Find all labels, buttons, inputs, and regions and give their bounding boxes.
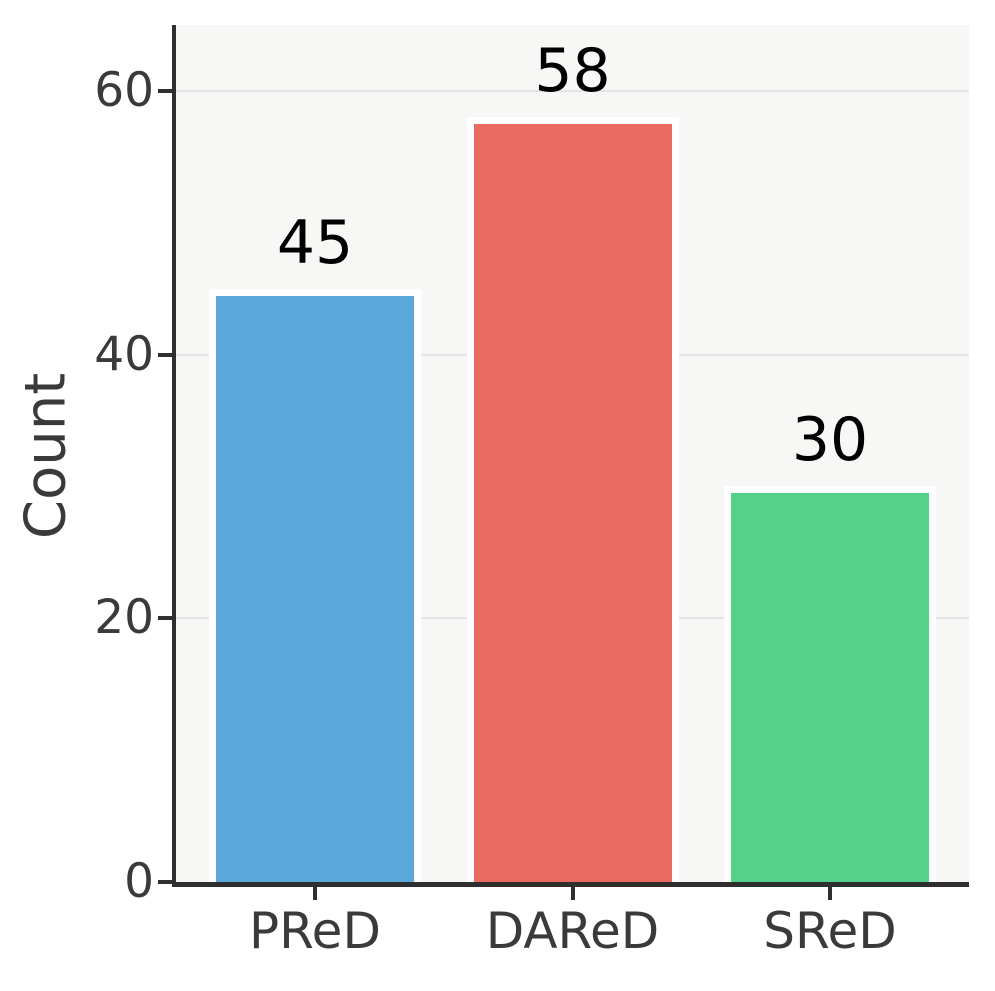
x-tick-label-dared: DAReD <box>485 902 660 960</box>
x-tick-mark <box>313 887 317 900</box>
y-tick-mark <box>158 880 172 884</box>
y-tick-label: 20 <box>94 590 154 646</box>
y-tick-label: 60 <box>94 62 154 118</box>
y-axis-label: Count <box>13 372 79 540</box>
y-tick-label: 0 <box>124 854 154 909</box>
y-tick-mark <box>158 352 172 357</box>
bar-value-label: 30 <box>791 405 869 475</box>
x-tick-mark <box>570 887 575 900</box>
bar-sred <box>724 486 936 882</box>
bar-dared <box>467 117 679 882</box>
bar-value-label: 45 <box>276 208 354 278</box>
x-tick-label-sred: SReD <box>763 902 897 960</box>
y-tick-label: 40 <box>94 326 154 382</box>
bar-pred <box>209 289 421 882</box>
x-tick-label-pred: PReD <box>249 902 381 960</box>
x-tick-mark <box>828 887 832 900</box>
plot-area: 45 58 30 <box>172 25 969 887</box>
y-tick-mark <box>158 616 172 621</box>
y-tick-mark <box>158 88 172 93</box>
gridline-y60 <box>176 89 969 92</box>
bar-value-label: 58 <box>534 36 611 106</box>
